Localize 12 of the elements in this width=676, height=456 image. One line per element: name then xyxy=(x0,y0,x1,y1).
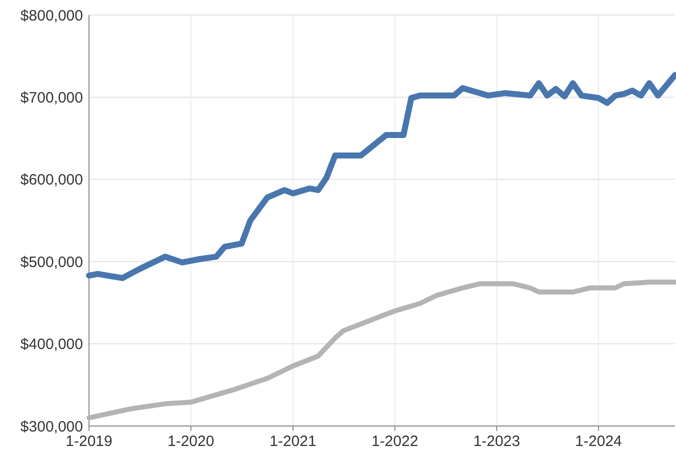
x-tick-label: 1-2021 xyxy=(270,433,316,450)
y-tick-label: $800,000 xyxy=(20,7,83,24)
y-tick-label: $400,000 xyxy=(20,336,83,354)
y-tick-label: $500,000 xyxy=(20,254,83,271)
y-tick-label: $300,000 xyxy=(20,418,83,436)
x-tick-label: 1-2023 xyxy=(473,433,520,450)
x-tick-label: 1-2022 xyxy=(371,433,418,450)
x-tick-label: 1-2019 xyxy=(66,433,112,450)
y-tick-label: $600,000 xyxy=(20,172,83,189)
y-tick-label: $700,000 xyxy=(20,89,83,106)
x-tick-label: 1-2020 xyxy=(167,433,214,450)
x-tick-label: 1-2024 xyxy=(575,433,622,450)
